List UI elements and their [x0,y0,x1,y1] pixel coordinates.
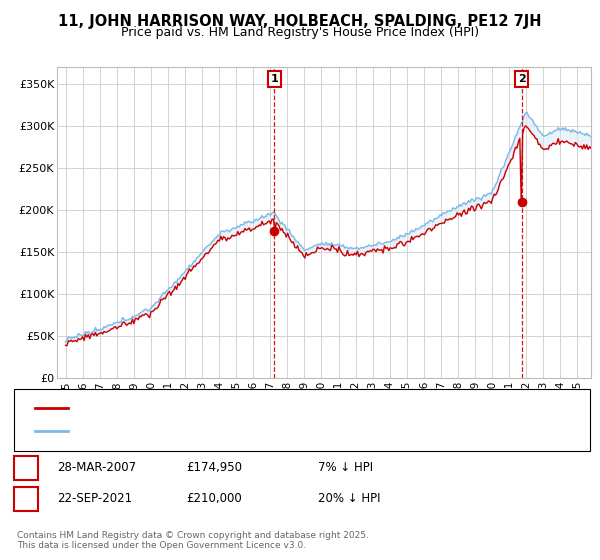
Text: 11, JOHN HARRISON WAY, HOLBEACH, SPALDING, PE12 7JH: 11, JOHN HARRISON WAY, HOLBEACH, SPALDIN… [58,14,542,29]
Text: 1: 1 [22,461,30,474]
Text: 11, JOHN HARRISON WAY, HOLBEACH, SPALDING, PE12 7JH (detached house): 11, JOHN HARRISON WAY, HOLBEACH, SPALDIN… [77,403,478,413]
Text: 1: 1 [271,74,278,84]
Text: £210,000: £210,000 [186,492,242,505]
Text: Contains HM Land Registry data © Crown copyright and database right 2025.
This d: Contains HM Land Registry data © Crown c… [17,531,368,550]
Text: 20% ↓ HPI: 20% ↓ HPI [318,492,380,505]
Text: 22-SEP-2021: 22-SEP-2021 [57,492,132,505]
Text: £174,950: £174,950 [186,461,242,474]
Text: 7% ↓ HPI: 7% ↓ HPI [318,461,373,474]
Text: 28-MAR-2007: 28-MAR-2007 [57,461,136,474]
Text: Price paid vs. HM Land Registry's House Price Index (HPI): Price paid vs. HM Land Registry's House … [121,26,479,39]
Text: 2: 2 [22,492,30,505]
Text: 2: 2 [518,74,526,84]
Text: HPI: Average price, detached house, South Holland: HPI: Average price, detached house, Sout… [77,426,343,436]
